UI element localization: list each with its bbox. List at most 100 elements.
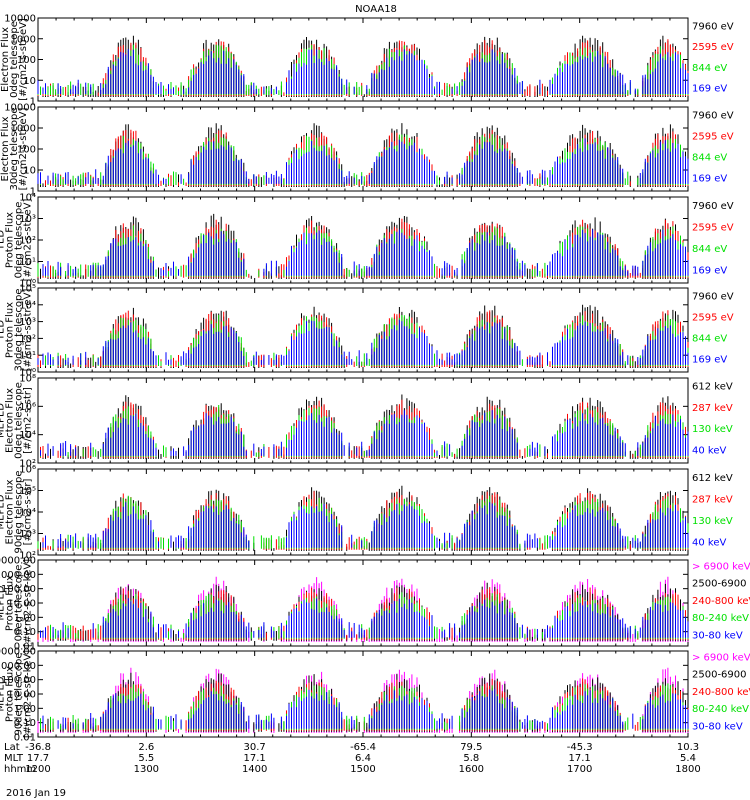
y-tick-label: 100.00 [1,584,36,595]
y-axis-label: Electron Flux30deg telescope[#/cm2-s-str… [0,107,29,190]
y-tick-label: 10⁴ [19,430,36,441]
time-axis-hhmm-label: 1600 [459,764,484,775]
y-axis-label: MEPEDElectron Flux90deg telescope[#/cm2-… [0,470,34,553]
y-axis-label-line: [#/cm2-s-str-eV] [23,289,34,372]
y-axis-label: MEPEDProton Flux0deg telescope[#/cm2-s-s… [0,559,34,647]
y-tick-label: 10.00 [7,690,36,701]
legend-entry: 80-240 keV [692,613,749,624]
y-tick-label: 1000 [11,124,36,135]
time-axis-hhmm-label: 1300 [134,764,159,775]
chart-title: NOAA18 [355,4,397,15]
series-trace [40,683,689,730]
y-axis-label-line: 0deg telescope [14,382,25,459]
time-axis-mlt-label: 5.4 [680,753,696,764]
y-tick-label: 10² [19,334,36,345]
y-axis-label-line: 30deg telescope [14,288,25,371]
y-tick-label: 10⁶ [19,402,36,413]
y-tick-label: 10.00 [7,599,36,610]
time-axis-mlt-label: 5.8 [463,753,479,764]
legend-entry: 240-800 keV [692,687,750,698]
y-axis-label-line: [#/cm2-s-str-eV] [18,108,29,191]
y-axis-label-line: Proton Flux [5,212,16,268]
legend-entry: > 6900 keV [692,652,750,663]
y-axis-label-line: MEPED [0,494,7,529]
series-trace [37,49,689,94]
y-tick-label: 10¹ [19,257,36,268]
y-tick-label: 10³ [19,214,36,225]
y-axis-label-line: [#/cm2-s-str] [23,387,34,454]
legend-entry: 169 eV [692,84,727,95]
y-axis-label-line: MEPED [0,585,7,620]
y-tick-label: 10³ [19,317,36,328]
legend-entry: 844 eV [692,334,727,345]
y-axis-label-line: [#/cm2-s-str] [23,478,34,545]
legend-entry: 7960 eV [692,21,734,32]
y-tick-label: 10¹ [19,351,36,362]
time-axis-mlt-label: 6.4 [355,753,371,764]
y-axis-label: MEPEDElectron Flux0deg telescope[#/cm2-s… [0,382,34,459]
y-tick-label: 100 [17,55,36,66]
y-tick-label: 1000 [11,34,36,45]
series-trace [42,688,689,729]
y-tick-label: 1000.00 [0,661,36,672]
legend-entry: 612 keV [692,473,733,484]
y-axis-label-line: Proton Flux [5,575,16,631]
y-tick-label: 10⁴ [19,193,36,204]
y-tick-label: 10000.00 [0,556,36,567]
y-axis-label-line: Electron Flux [5,479,16,544]
series-trace [37,138,689,184]
legend-entry: 2595 eV [692,42,734,53]
y-axis-label-line: [#/cm2-s-str-keV] [23,559,34,647]
y-axis-label-line: TED [0,320,7,341]
y-tick-label: 10² [19,459,36,470]
y-tick-label: 0.01 [14,642,36,653]
time-axis-lat-label: -65.4 [350,742,376,753]
legend-entry: 2500-6900 [692,579,747,590]
legend-entry: 40 keV [692,445,726,456]
y-axis-label-line: Electron Flux [0,27,11,92]
y-tick-label: 100 [17,145,36,156]
y-axis-label: MEPEDProton Flux90deg telescope[#/cm2-s-… [0,650,34,738]
y-tick-label: 10⁵ [19,486,36,497]
time-axis-hhmm-label: 1700 [567,764,592,775]
y-axis-label: Electron Flux0deg telescope[#/cm2-s-str-… [0,18,29,101]
time-axis-hhmm-label: 1800 [675,764,700,775]
legend-entry: 2595 eV [692,132,734,143]
time-axis-row-label: MLT [4,753,24,764]
y-axis-label-line: [#/cm2-s-str-keV] [23,650,34,738]
y-tick-label: 10⁰ [19,279,36,290]
legend-entry: 287 keV [692,403,733,414]
legend-entry: 7960 eV [692,201,734,212]
legend-entry: 130 keV [692,516,733,527]
legend-entry: 2595 eV [692,313,734,324]
time-axis-hhmm-label: 1500 [350,764,375,775]
y-tick-label: 10³ [19,529,36,540]
y-tick-label: 10² [19,551,36,562]
series-trace [40,399,689,458]
y-axis-label-line: Proton Flux [5,302,16,358]
series-trace [40,410,689,456]
y-tick-label: 10⁸ [19,374,36,385]
series-trace [45,129,689,186]
legend-entry: 169 eV [692,265,727,276]
y-axis-label-line: 0deg telescope [9,21,20,98]
panel-8: 0.010.101.0010.00100.001000.0010000.00ME… [0,647,750,744]
time-axis-row-label: hhmm [4,764,36,775]
y-tick-label: 1000.00 [0,570,36,581]
legend-entry: 169 eV [692,355,727,366]
legend-entry: 612 keV [692,382,733,393]
series-trace [40,134,689,185]
y-axis-label-line: [#/cm2-s-str-eV] [23,199,34,282]
y-axis-label: TEDProton Flux0deg telescope[#/cm2-s-str… [0,199,34,282]
y-axis-label-line: MEPED [0,676,7,711]
y-tick-label: 10⁰ [19,368,36,379]
time-axis-mlt-label: 5.5 [138,753,154,764]
y-axis-label-line: Electron Flux [5,388,16,453]
y-axis-label-line: 90deg telescope [14,470,25,553]
